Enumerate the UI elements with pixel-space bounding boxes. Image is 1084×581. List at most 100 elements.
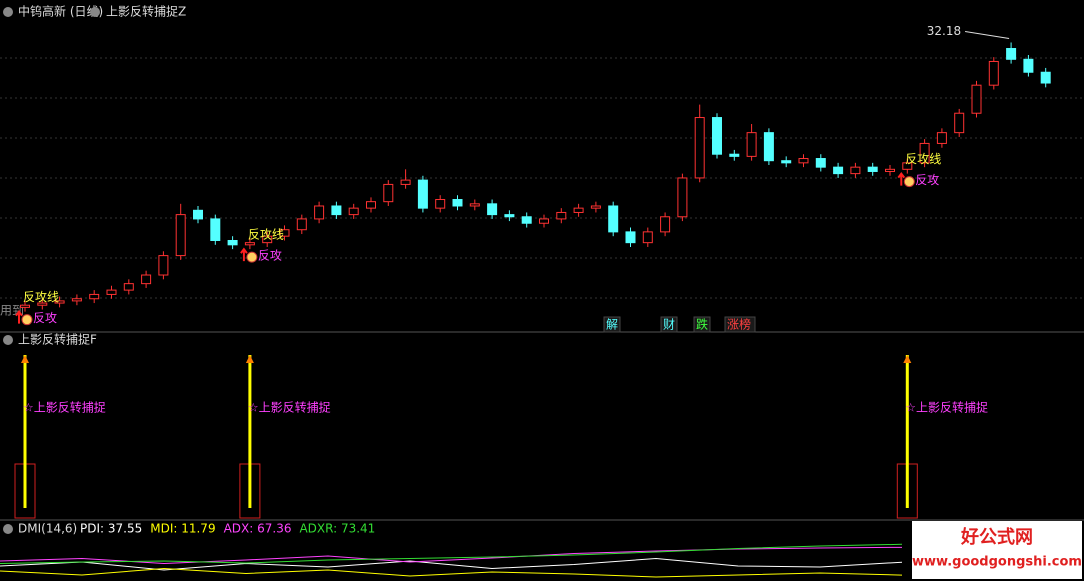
high-label: 32.18 — [927, 24, 961, 38]
candle-body — [642, 231, 653, 244]
dmi-legend: ADXR: 73.41 — [299, 522, 375, 536]
candle-body — [366, 201, 376, 209]
dmi-title: DMI(14,6) — [18, 522, 77, 536]
candle-body — [417, 179, 428, 209]
event-box — [724, 316, 756, 333]
candle-body — [988, 60, 999, 86]
dmi-line — [0, 546, 903, 565]
signal-line-label: 反攻线 — [248, 228, 284, 242]
candle-body — [400, 179, 411, 185]
dmi-line — [0, 543, 903, 564]
candle-body — [1040, 71, 1051, 84]
candle-body — [141, 274, 152, 285]
candle-body — [712, 117, 722, 155]
candle-body — [608, 205, 619, 233]
candle-body — [539, 218, 549, 224]
event-label: 跌 — [696, 317, 708, 332]
candle-body — [1006, 48, 1017, 60]
event-box — [660, 316, 678, 333]
candle-body — [885, 168, 895, 172]
indicator-f-title: 上影反转捕捉F — [18, 332, 97, 347]
watermark-url: www.goodgongshi.com — [912, 555, 1082, 570]
candle-body — [158, 255, 169, 276]
candle-body — [798, 158, 809, 164]
dmi-legend: ADX: 67.36 — [224, 522, 292, 536]
candle-body — [210, 218, 221, 242]
candle-body — [487, 203, 498, 216]
signal-head — [903, 355, 912, 363]
candle-body — [919, 142, 930, 164]
candle-body — [694, 117, 705, 179]
signal-arrow — [15, 310, 23, 324]
candle-body — [954, 112, 965, 134]
panel-toggle[interactable] — [3, 7, 13, 17]
signal-label: 反攻 — [915, 173, 939, 187]
signal-arrow — [897, 171, 906, 186]
event-label: 涨榜 — [727, 317, 751, 332]
candle-body — [314, 205, 325, 220]
watermark-box — [912, 521, 1082, 579]
signal-head — [21, 355, 29, 363]
candle-body — [850, 166, 861, 175]
event-label: 财 — [663, 318, 675, 332]
watermark-title: 好公式网 — [960, 526, 1033, 548]
panel-toggle[interactable] — [90, 7, 100, 17]
candle-body — [244, 242, 255, 246]
signal-line-label: 反攻线 — [905, 152, 941, 166]
signal-line-label: 反攻线 — [23, 290, 59, 304]
candle-body — [54, 300, 65, 304]
candle-body — [573, 207, 584, 213]
candle-body — [625, 231, 636, 244]
candle-body — [89, 293, 100, 300]
candle-body — [296, 218, 307, 231]
candle-body — [106, 289, 117, 295]
signal-text: ☆上影反转捕捉 — [905, 400, 988, 415]
signal-head — [245, 355, 254, 363]
candle-body — [71, 298, 82, 302]
signal-icon — [246, 251, 258, 263]
dmi-line — [0, 567, 903, 578]
panel-toggle[interactable] — [3, 335, 13, 345]
candle-body — [279, 229, 290, 237]
candle-body — [435, 199, 446, 209]
candle-body — [660, 216, 671, 233]
candle-body — [383, 183, 394, 203]
candle-body — [123, 283, 134, 291]
candle-body — [452, 199, 463, 207]
candle-body — [815, 158, 826, 168]
candle-body — [37, 302, 48, 306]
stock-title: 中钨高新 (日线) — [18, 4, 103, 19]
candle-body — [936, 132, 947, 144]
dmi-legend: MDI: 11.79 — [150, 522, 215, 536]
candle-body — [729, 153, 740, 157]
candle-body — [746, 132, 757, 157]
event-box — [603, 316, 621, 333]
event-label: 解 — [606, 318, 618, 332]
high-pointer — [965, 30, 1010, 39]
candle-body — [348, 207, 359, 216]
signal-arrow — [240, 247, 248, 262]
candle-body — [833, 166, 844, 175]
dmi-legend: PDI: 37.55 — [80, 522, 142, 536]
candle-body — [521, 216, 532, 224]
indicator-title: 上影反转捕捉Z — [106, 4, 186, 19]
signal-icon — [903, 176, 915, 188]
candle-body — [175, 214, 186, 257]
candle-body — [227, 240, 238, 246]
candle-body — [469, 203, 480, 207]
candle-body — [556, 211, 567, 220]
candle-body — [677, 177, 688, 218]
candle-body — [504, 214, 515, 218]
signal-label: 反攻 — [33, 311, 57, 325]
panel-toggle[interactable] — [3, 524, 13, 534]
dmi-line — [0, 557, 903, 571]
candle-body — [902, 162, 913, 170]
candle-body — [763, 132, 774, 162]
candle-body — [867, 166, 878, 172]
candle-body — [262, 235, 273, 244]
candle-body — [971, 84, 982, 114]
candle-body — [590, 205, 601, 209]
candle-body — [193, 209, 203, 220]
